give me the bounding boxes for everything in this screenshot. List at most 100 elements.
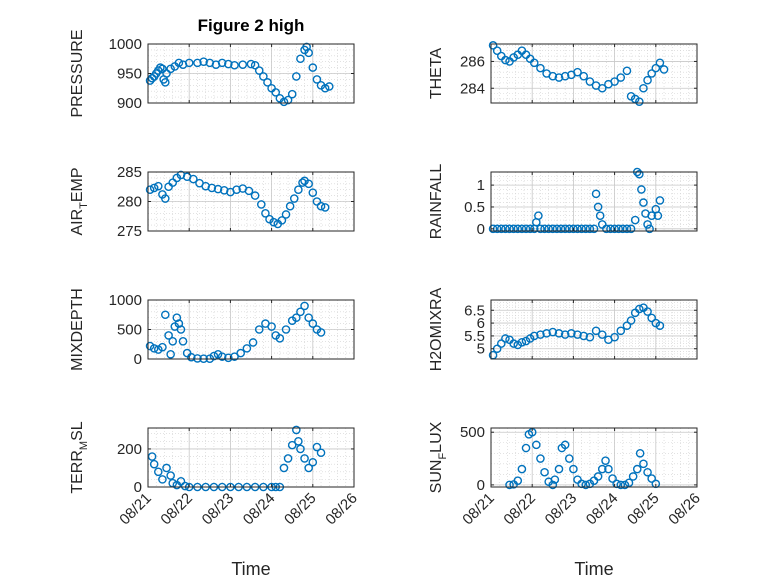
y-tick-label: 0 [134,479,142,496]
data-point [659,65,669,74]
data-point [513,476,523,485]
data-point [643,75,652,85]
data-point [622,224,632,234]
data-point [536,63,545,73]
data-point [521,443,531,453]
data-point [312,442,322,452]
data-point [513,224,523,234]
y-axis-label: THETA [428,48,445,100]
x-axis-label-left: Time [231,559,270,579]
data-point [618,224,628,234]
data-point [162,463,171,473]
data-point [536,224,545,234]
y-axis-label-main: MIXDEPTH [69,288,86,371]
data-point [277,216,287,225]
x-axis-label-right: Time [574,559,613,579]
data-point [602,224,611,234]
data-point [174,58,184,68]
data-point [300,301,309,311]
data-point [560,440,570,450]
data-point [560,71,570,81]
data-point [610,77,619,86]
x-tick-label: 08/22 [157,490,196,529]
y-tick-label: 0.5 [464,199,485,216]
y-axis-label: SUNFLUX [428,421,449,493]
data-point [589,224,599,234]
x-tick-label: 08/23 [199,490,238,529]
subplot-h2omixra: 55.566.5 H2OMIXRA [428,287,698,371]
data-point [312,75,322,84]
data-point [199,57,208,67]
data-point [161,310,170,320]
data-point [184,58,194,68]
data-point [153,181,163,191]
data-point [643,467,652,477]
data-series [488,167,665,234]
data-point [647,69,656,78]
data-point [149,183,159,193]
y-axis-label-subscript: T [78,202,90,209]
data-point [271,88,281,97]
y-axis-label-main: PRESSURE [69,29,86,117]
data-point [292,425,301,435]
data-point [161,78,170,87]
data-point [213,184,223,194]
data-point [601,456,610,465]
data-series [505,427,661,490]
data-point [653,211,663,221]
y-tick-label: 5 [477,341,485,358]
data-point [261,208,270,218]
data-point [298,178,307,187]
data-point [643,307,652,316]
y-tick-label: 284 [460,80,485,97]
data-point [643,220,652,229]
data-point [287,89,297,99]
data-point [145,341,155,351]
data-point [161,194,170,203]
data-point [581,224,591,234]
figure-title: Figure 2 high [198,16,305,35]
y-tick-label: 5.5 [464,328,485,345]
axes-box [490,43,698,104]
data-point [635,304,644,314]
data-point [316,328,326,337]
data-point [238,60,248,69]
data-point [248,338,258,347]
data-point [554,464,564,474]
data-point [294,185,303,194]
data-point [168,336,178,346]
data-point [536,330,545,339]
data-point [180,481,190,491]
data-point [207,183,217,193]
data-point [577,224,586,234]
x-tick-label: 08/24 [240,490,279,529]
x-tick-label: 08/24 [583,490,622,529]
y-tick-label: 500 [460,424,485,441]
data-point [294,437,303,446]
data-point [620,480,630,490]
data-point [296,307,305,317]
plot-area [491,428,697,487]
data-point [296,54,305,64]
data-point [285,201,295,211]
data-point [536,454,545,463]
subplot-theta: 284 286 THETA [428,41,698,106]
data-point [585,77,595,86]
data-point [213,349,223,359]
data-point [554,329,564,338]
y-tick-label: 950 [117,66,142,83]
y-axis-label: H2OMIXRA [428,287,445,371]
plot-area [491,172,697,231]
data-point [560,224,570,234]
data-point [158,342,167,352]
data-point [308,63,318,72]
data-point [496,224,506,234]
x-tick-label: 08/25 [281,490,320,529]
data-series [488,41,669,106]
data-point [269,217,278,227]
data-point [147,452,157,461]
data-point [548,224,558,234]
y-tick-label: 1000 [109,292,142,309]
y-tick-label: 0 [477,477,485,494]
